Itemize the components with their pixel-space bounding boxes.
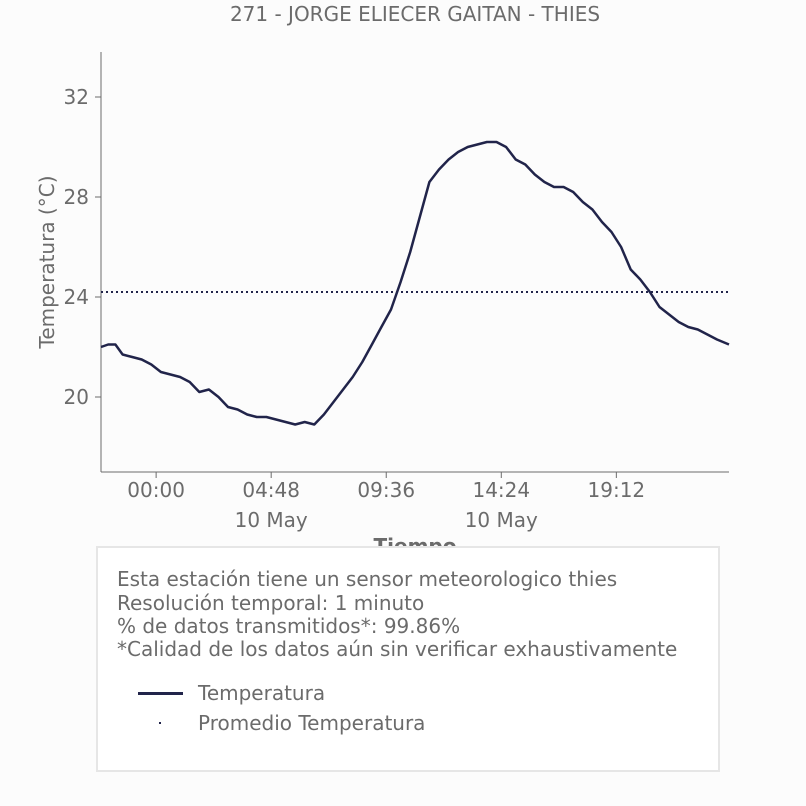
legend-label-promedio: Promedio Temperatura [198,711,426,735]
chart-title: 271 - JORGE ELIECER GAITAN - THIES [230,2,600,26]
x-tick-label: 00:00 [127,478,185,502]
x-tick-date-label: 10 May [465,508,538,532]
legend-label-temperatura: Temperatura [198,681,326,705]
x-tick-label: 19:12 [588,478,646,502]
info-sensor-text: Esta estación tiene un sensor meteorolog… [117,567,618,591]
x-tick-date-label: 10 May [235,508,308,532]
info-quality-note: *Calidad de los datos aún sin verificar … [117,637,678,661]
x-tick-label: 14:24 [472,478,530,502]
y-tick-label: 28 [64,185,89,209]
info-box: Esta estación tiene un sensor meteorolog… [96,546,720,772]
y-tick-label: 20 [64,385,89,409]
x-tick-label: 09:36 [357,478,415,502]
temperature-series-line [100,140,730,426]
info-resolution-text: Resolución temporal: 1 minuto [117,591,425,615]
x-tick-label: 04:48 [242,478,300,502]
y-axis-label: Temperatura (°C) [35,175,59,349]
y-tick-label: 32 [64,85,89,109]
info-transmission-text: % de datos transmitidos*: 99.86% [117,614,461,638]
y-tick-label: 24 [64,285,89,309]
legend-line-swatch [138,692,183,695]
legend-dot-swatch [159,722,161,724]
